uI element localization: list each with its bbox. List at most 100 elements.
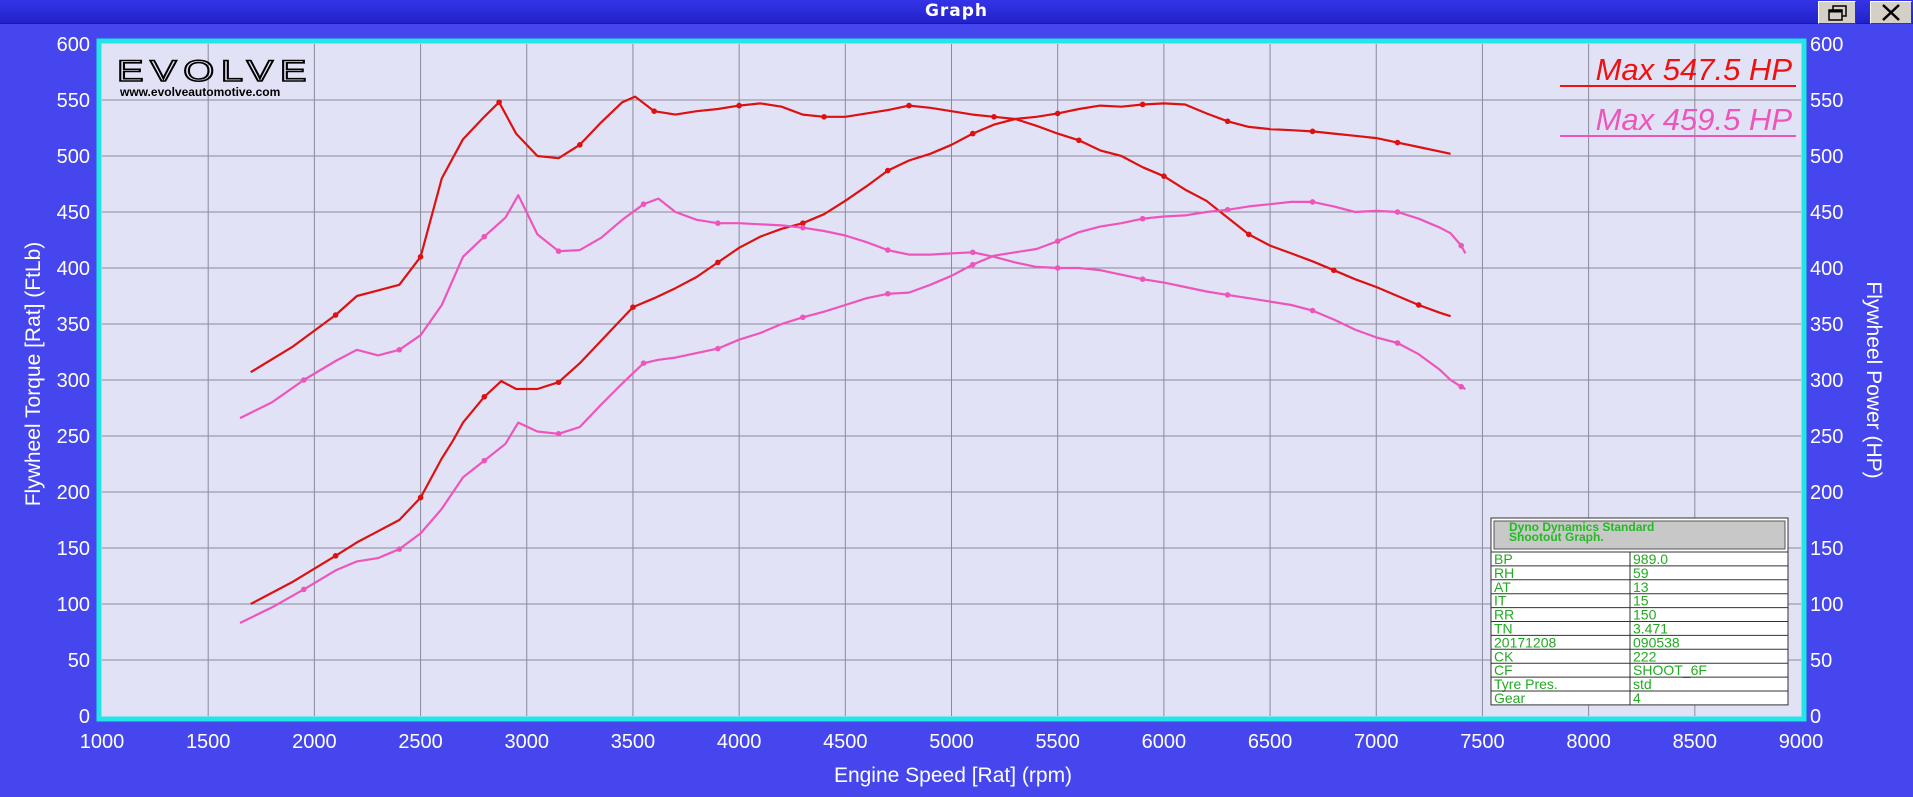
- y-right-tick-label: 550: [1810, 90, 1843, 112]
- info-table-header: [1493, 520, 1786, 550]
- series-point: [1309, 199, 1316, 205]
- series-point: [1076, 137, 1082, 144]
- y-left-tick-label: 250: [57, 426, 90, 448]
- x-tick-label: 4000: [717, 731, 762, 753]
- y-left-tick-label: 450: [57, 202, 90, 224]
- info-table-key: 20171208: [1494, 634, 1557, 650]
- info-table-header-text: Dyno Dynamics Standard: [1509, 520, 1654, 534]
- series-point: [1394, 209, 1401, 215]
- info-table-key: Tyre Pres.: [1494, 676, 1558, 692]
- y-right-tick-label: 600: [1810, 34, 1843, 56]
- series-point: [1394, 139, 1401, 146]
- info-table-key: CF: [1494, 662, 1513, 678]
- y-right-tick-label: 150: [1810, 538, 1843, 560]
- info-table-value: 090538: [1633, 634, 1680, 650]
- series-point: [1054, 110, 1061, 117]
- y-right-tick-label: 300: [1810, 370, 1843, 392]
- info-table-key: AT: [1494, 579, 1511, 595]
- series-point: [481, 457, 488, 464]
- restore-button[interactable]: [1818, 1, 1856, 24]
- y-right-tick-label: 500: [1810, 146, 1843, 168]
- series-point: [821, 114, 827, 120]
- plot-frame: [96, 38, 1807, 722]
- series-point: [496, 99, 502, 106]
- info-table-header-text: Shootout Graph.: [1509, 530, 1604, 544]
- info-table-key: IT: [1494, 593, 1507, 609]
- series-point: [555, 248, 562, 254]
- y-axis-left-label: Flywheel Torque [Rat] (FtLb): [22, 242, 45, 507]
- x-tick-label: 7000: [1354, 731, 1399, 753]
- series-point: [1458, 383, 1464, 390]
- info-table-value: 4: [1633, 690, 1641, 706]
- series-point: [715, 220, 721, 226]
- y-right-tick-label: 0: [1810, 706, 1821, 728]
- series-point: [884, 247, 891, 253]
- series-point: [906, 102, 912, 109]
- series-point: [577, 142, 583, 148]
- series-point: [555, 379, 562, 386]
- x-tick-label: 8500: [1673, 731, 1718, 753]
- series-point: [640, 360, 647, 367]
- title-bar[interactable]: Graph: [0, 0, 1913, 24]
- series-point: [1330, 267, 1337, 274]
- series-point: [991, 114, 997, 120]
- series-point: [884, 167, 891, 174]
- y-right-tick-label: 250: [1810, 426, 1843, 448]
- x-tick-label: 9000: [1779, 731, 1824, 753]
- y-right-tick-label: 450: [1810, 202, 1843, 224]
- series-point: [640, 201, 647, 207]
- series-line-1: [250, 95, 1451, 374]
- x-tick-label: 3000: [505, 731, 550, 753]
- info-table-key: BP: [1494, 551, 1513, 567]
- series-point: [396, 546, 403, 552]
- y-axis-right-label: Flywheel Power (HP): [1862, 281, 1885, 478]
- close-button[interactable]: [1870, 1, 1912, 24]
- info-table-value: 15: [1633, 593, 1649, 609]
- series-point: [630, 304, 636, 311]
- info-table-value: 13: [1633, 579, 1649, 595]
- info-table-key: RH: [1494, 565, 1514, 581]
- x-tick-label: 1500: [186, 731, 231, 753]
- y-right-tick-label: 350: [1810, 314, 1843, 336]
- y-left-tick-label: 0: [79, 706, 90, 728]
- y-left-tick-label: 500: [57, 146, 90, 168]
- evolve-logo: EVOLVE: [117, 55, 313, 88]
- y-left-tick-label: 150: [57, 538, 90, 560]
- series-point: [481, 233, 488, 240]
- series-point: [417, 494, 424, 501]
- series-point: [884, 290, 891, 297]
- info-table-value: 3.471: [1633, 621, 1668, 637]
- series-line-4: [239, 200, 1467, 624]
- x-axis-label: Engine Speed [Rat] (rpm): [834, 764, 1072, 787]
- y-left-tick-label: 400: [57, 258, 90, 280]
- series-point: [332, 553, 339, 559]
- x-tick-label: 3500: [611, 731, 656, 753]
- y-left-tick-label: 600: [57, 34, 90, 56]
- x-tick-label: 7500: [1460, 731, 1505, 753]
- series-point: [1161, 173, 1167, 179]
- x-tick-label: 8000: [1566, 731, 1611, 753]
- info-table-key: RR: [1494, 607, 1514, 623]
- series-point: [800, 220, 806, 226]
- series-point: [651, 108, 657, 114]
- info-table-value: SHOOT_6F: [1633, 662, 1707, 678]
- series-point: [715, 259, 721, 266]
- series-point: [1224, 292, 1231, 298]
- y-left-tick-label: 550: [57, 90, 90, 112]
- y-left-tick-label: 50: [68, 650, 90, 672]
- info-table-value: 222: [1633, 648, 1657, 664]
- info-table-key: CK: [1494, 648, 1514, 664]
- series-point: [715, 345, 721, 352]
- series-point: [1224, 206, 1231, 213]
- series-point: [1224, 118, 1231, 125]
- info-table-value: 989.0: [1633, 551, 1668, 567]
- evolve-logo-url: www.evolveautomotive.com: [119, 85, 280, 99]
- x-tick-label: 6500: [1248, 731, 1293, 753]
- series-point: [555, 430, 562, 437]
- series-line-2: [250, 102, 1451, 605]
- info-table-value: 150: [1633, 607, 1657, 623]
- series-point: [1309, 307, 1316, 314]
- series-point: [736, 102, 742, 109]
- series-point: [1415, 302, 1422, 308]
